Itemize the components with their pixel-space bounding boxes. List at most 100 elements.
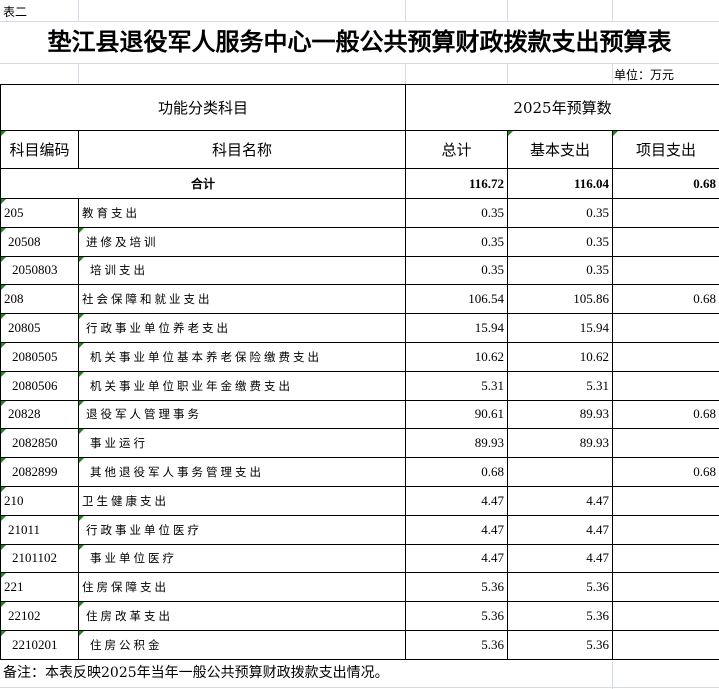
table-row: 2080505 机关事业单位基本养老保险缴费支出 10.62 10.62: [0, 341, 719, 372]
row-project: 0.68: [612, 284, 719, 315]
row-total: 5.36: [405, 601, 509, 631]
row-name: 培训支出: [77, 255, 407, 286]
row-project: 0.68: [612, 399, 719, 430]
table-row: 20805 行政事业单位养老支出 15.94 15.94: [0, 313, 719, 343]
row-project: [612, 313, 719, 343]
row-basic: 0.35: [507, 198, 614, 228]
row-basic: 89.93: [507, 428, 614, 459]
total-basic: 116.04: [507, 168, 614, 199]
row-name: 住房保障支出: [77, 572, 407, 603]
row-code: 2082850: [0, 428, 79, 459]
row-project: [612, 198, 719, 228]
page-title: 垫江县退役军人服务中心一般公共预算财政拨款支出预算表: [47, 27, 672, 56]
row-basic: 15.94: [507, 313, 614, 343]
row-name: 卫生健康支出: [77, 485, 407, 516]
row-code: 2050803: [0, 255, 79, 286]
row-code: 210: [0, 485, 79, 516]
total-row: 合计 116.72 116.04 0.68: [0, 168, 719, 199]
row-total: 0.35: [405, 255, 509, 286]
header-functional-category: 功能分类科目: [0, 84, 407, 131]
row-code: 2101102: [0, 543, 79, 574]
total-total: 116.72: [405, 168, 509, 199]
row-project: [612, 543, 719, 574]
row-code: 20805: [0, 313, 79, 343]
table-row: 2210201 住房公积金 5.36 5.36: [0, 629, 719, 660]
row-basic: 5.36: [507, 601, 614, 631]
row-project: [612, 572, 719, 603]
table-row: 20508 进修及培训 0.35 0.35: [0, 226, 719, 257]
header-project: 项目支出: [612, 130, 719, 169]
sheet-gridlines: [0, 0, 719, 130]
row-project: [612, 629, 719, 660]
header-name: 科目名称: [77, 130, 407, 169]
row-name: 进修及培训: [77, 226, 407, 257]
row-code: 2082899: [0, 457, 79, 487]
row-project: [612, 341, 719, 372]
row-name: 其他退役军人事务管理支出: [77, 457, 407, 487]
total-project: 0.68: [612, 168, 719, 199]
row-project: [612, 226, 719, 257]
table-row: 2082899 其他退役军人事务管理支出 0.68 0.68: [0, 457, 719, 487]
row-name: 事业运行: [77, 428, 407, 459]
row-project: [612, 255, 719, 286]
header-total: 总计: [405, 130, 509, 169]
row-code: 2080505: [0, 341, 79, 372]
table-row: 2082850 事业运行 89.93 89.93: [0, 428, 719, 459]
footnote: 备注：本表反映2025年当年一般公共预算财政拨款支出情况。: [3, 665, 389, 681]
table-row: 21011 行政事业单位医疗 4.47 4.47: [0, 514, 719, 545]
row-total: 90.61: [405, 399, 509, 430]
row-code: 21011: [0, 514, 79, 545]
row-code: 2210201: [0, 629, 79, 660]
row-code: 208: [0, 284, 79, 315]
header-basic: 基本支出: [507, 130, 614, 169]
table-row: 20828 退役军人管理事务 90.61 89.93 0.68: [0, 399, 719, 430]
row-project: [612, 514, 719, 545]
row-basic: 5.36: [507, 572, 614, 603]
row-basic: 5.36: [507, 629, 614, 660]
row-project: [612, 370, 719, 401]
row-basic: 89.93: [507, 399, 614, 430]
row-total: 89.93: [405, 428, 509, 459]
table-row: 2050803 培训支出 0.35 0.35: [0, 255, 719, 286]
row-code: 221: [0, 572, 79, 603]
row-code: 22102: [0, 601, 79, 631]
row-project: 0.68: [612, 457, 719, 487]
row-name: 事业单位医疗: [77, 543, 407, 574]
row-code: 205: [0, 198, 79, 228]
row-basic: 105.86: [507, 284, 614, 315]
row-total: 5.36: [405, 572, 509, 603]
table-row: 208 社会保障和就业支出 106.54 105.86 0.68: [0, 284, 719, 315]
row-basic: 5.31: [507, 370, 614, 401]
row-code: 20828: [0, 399, 79, 430]
table-row: 2080506 机关事业单位职业年金缴费支出 5.31 5.31: [0, 370, 719, 401]
table-row: 205 教育支出 0.35 0.35: [0, 198, 719, 228]
row-code: 20508: [0, 226, 79, 257]
row-total: 10.62: [405, 341, 509, 372]
row-basic: 4.47: [507, 543, 614, 574]
row-total: 5.31: [405, 370, 509, 401]
header-code: 科目编码: [0, 130, 79, 169]
row-name: 退役军人管理事务: [77, 399, 407, 430]
row-basic: 10.62: [507, 341, 614, 372]
unit-label: 单位：万元: [614, 68, 675, 82]
row-total: 4.47: [405, 485, 509, 516]
row-name: 教育支出: [77, 198, 407, 228]
row-project: [612, 601, 719, 631]
sheet-label: 表二: [3, 5, 28, 19]
row-name: 行政事业单位养老支出: [77, 313, 407, 343]
budget-table: 功能分类科目 2025年预算数 科目编码 科目名称 总计 基本支出 项目支出 合…: [0, 84, 719, 660]
row-project: [612, 485, 719, 516]
row-name: 机关事业单位基本养老保险缴费支出: [77, 341, 407, 372]
row-total: 4.47: [405, 514, 509, 545]
row-total: 0.35: [405, 226, 509, 257]
row-name: 住房改革支出: [77, 601, 407, 631]
row-total: 4.47: [405, 543, 509, 574]
row-basic: 4.47: [507, 485, 614, 516]
row-name: 社会保障和就业支出: [77, 284, 407, 315]
table-row: 221 住房保障支出 5.36 5.36: [0, 572, 719, 603]
row-name: 机关事业单位职业年金缴费支出: [77, 370, 407, 401]
row-total: 106.54: [405, 284, 509, 315]
row-code: 2080506: [0, 370, 79, 401]
table-row: 22102 住房改革支出 5.36 5.36: [0, 601, 719, 631]
row-basic: 0.35: [507, 226, 614, 257]
